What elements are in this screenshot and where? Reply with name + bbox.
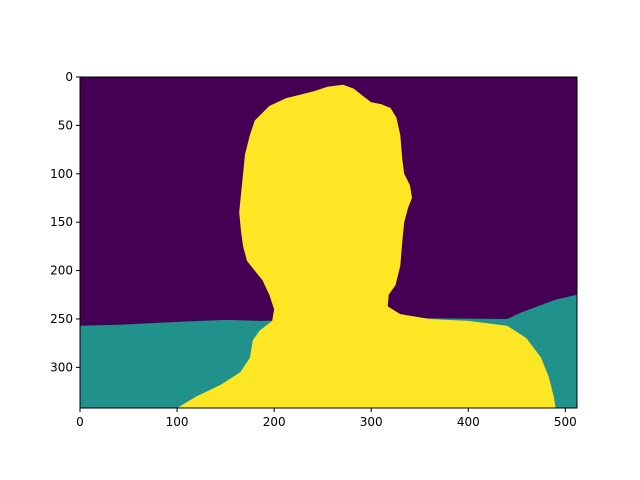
plot-area [80,77,577,408]
y-tick-label: 50 [58,118,73,132]
y-tick-label: 150 [50,215,73,229]
x-tick-label: 100 [166,415,189,429]
y-axis: 0 50 100 150 200 250 300 [50,70,80,374]
y-tick-label: 0 [65,70,73,84]
class-2-region [177,84,556,408]
x-tick-label: 300 [360,415,383,429]
y-tick-label: 250 [50,312,73,326]
y-tick-label: 100 [50,167,73,181]
axes-frame [79,76,578,409]
x-tick-label: 500 [554,415,577,429]
y-tick-label: 300 [50,360,73,374]
x-axis: 0 100 200 300 400 500 [76,408,577,429]
y-tick-label: 200 [50,264,73,278]
x-tick-label: 200 [263,415,286,429]
x-tick-label: 400 [457,415,480,429]
x-tick-label: 0 [76,415,84,429]
